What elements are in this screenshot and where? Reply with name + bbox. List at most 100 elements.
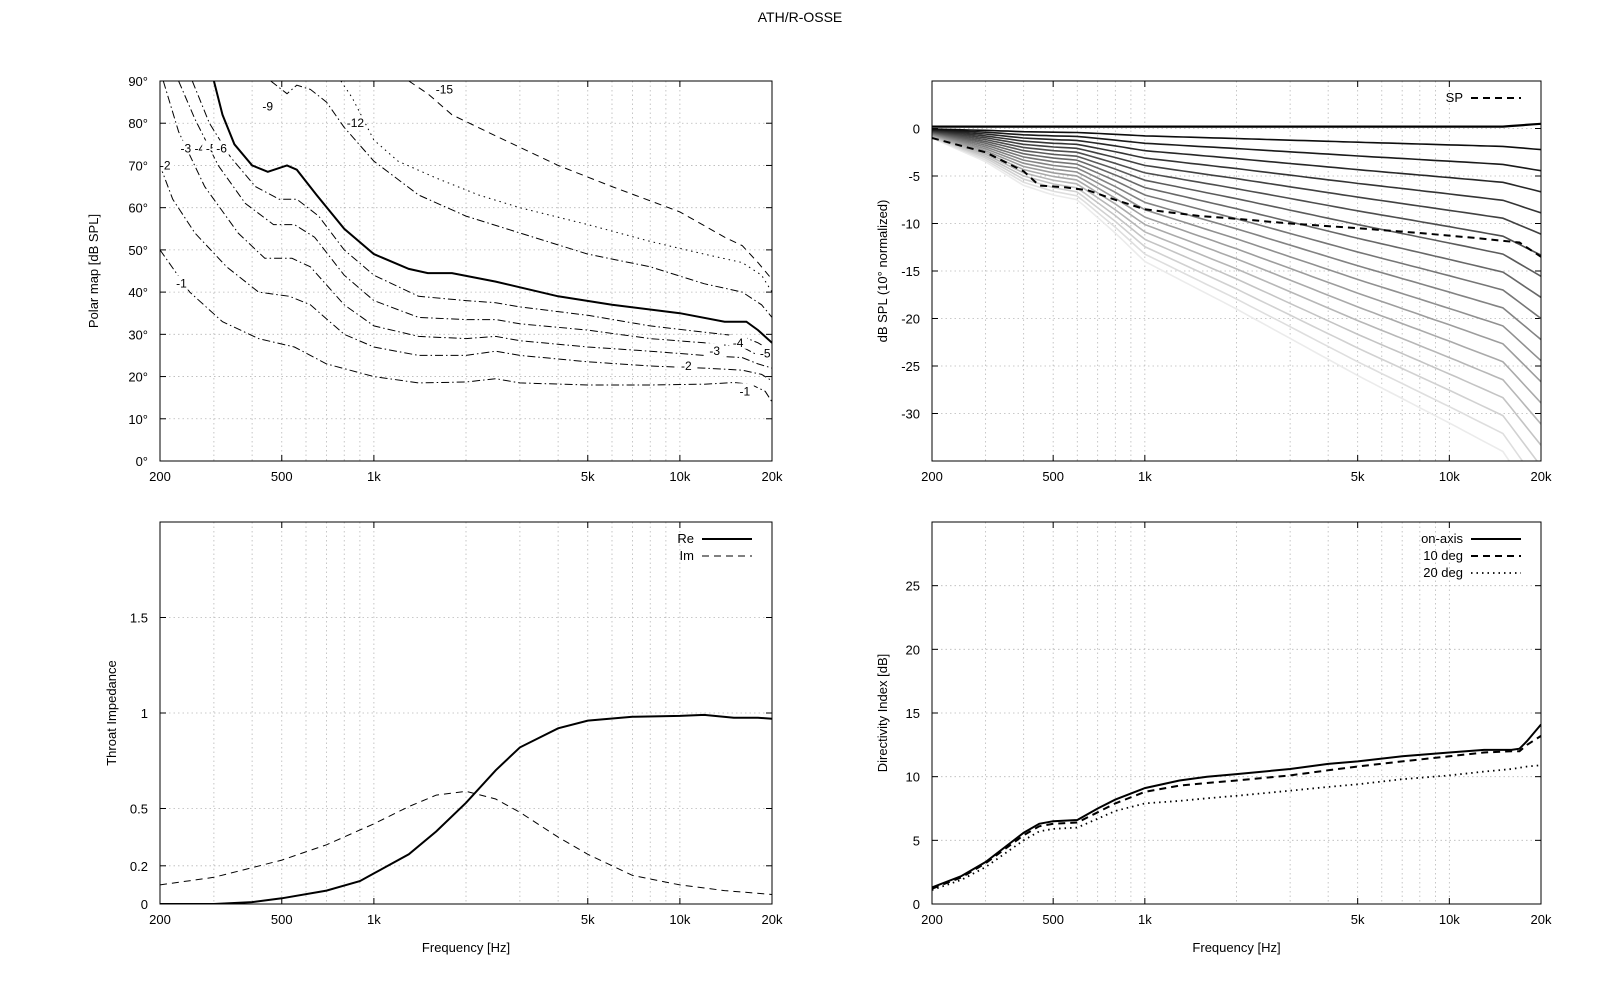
- contour-label-bg: [729, 334, 748, 349]
- x-tick-label: 200: [149, 912, 171, 927]
- legend-label: on-axis: [1421, 531, 1463, 546]
- y-tick-label: 30°: [128, 327, 148, 342]
- contour-label-bg: [705, 343, 724, 358]
- contour-label: -2: [681, 359, 692, 373]
- polar-angle-curve: [932, 131, 1541, 299]
- contour-label: -3: [181, 142, 192, 156]
- series-line: [162, 81, 772, 369]
- x-tick-label: 500: [271, 912, 293, 927]
- grid: [931, 81, 1542, 461]
- polar-angle-curve: [932, 134, 1541, 383]
- y-tick-label: 0: [913, 897, 920, 912]
- x-tick-label: 5k: [1351, 912, 1365, 927]
- y-tick-label: 70°: [128, 158, 148, 173]
- y-tick-label: 90°: [128, 74, 148, 89]
- contour-label: -12: [347, 116, 365, 130]
- contour-label-bg: [735, 383, 754, 398]
- x-tick-label: 20k: [762, 912, 783, 927]
- y-tick-label: 1.5: [130, 611, 148, 626]
- y-tick-label: -30: [901, 407, 920, 422]
- x-tick-label: 5k: [581, 469, 595, 484]
- legend-label: SP: [1446, 90, 1463, 105]
- y-axis-label: dB SPL (10° normalized): [875, 200, 890, 343]
- y-tick-label: 15: [906, 706, 920, 721]
- x-tick-label: 20k: [1531, 912, 1552, 927]
- contour-label-bg: [677, 358, 696, 372]
- polar-angle-curve: [932, 133, 1541, 362]
- grid: [159, 80, 773, 462]
- legend-label: 20 deg: [1423, 565, 1463, 580]
- contour-label: -5: [760, 346, 771, 360]
- y-tick-label: 25: [906, 579, 920, 594]
- series-line: [160, 713, 772, 904]
- y-tick-label: 5: [913, 833, 920, 848]
- polar-angle-curve: [932, 128, 1541, 151]
- y-tick-label: 0.2: [130, 859, 148, 874]
- y-tick-label: 0.5: [130, 802, 148, 817]
- contour-label: -1: [739, 384, 750, 398]
- x-tick-label: 5k: [581, 912, 595, 927]
- x-tick-label: 20k: [1531, 469, 1552, 484]
- series-line: [932, 735, 1541, 890]
- grid: [159, 522, 773, 905]
- x-tick-label: 500: [1042, 912, 1064, 927]
- polar-angle-curve: [932, 130, 1541, 235]
- x-tick-label: 5k: [1351, 469, 1365, 484]
- y-tick-label: 80°: [128, 116, 148, 131]
- x-tick-label: 200: [921, 469, 943, 484]
- polar-angle-curve: [932, 133, 1541, 341]
- series-line: [160, 249, 772, 403]
- contour-label: -5: [206, 142, 217, 156]
- y-tick-label: 10°: [128, 412, 148, 427]
- x-tick-label: 1k: [367, 469, 381, 484]
- x-axis-label: Frequency [Hz]: [422, 940, 510, 955]
- y-axis-label: Directivity Index [dB]: [875, 654, 890, 773]
- contour-label-bg: [176, 140, 195, 155]
- y-tick-label: -5: [908, 169, 920, 184]
- y-tick-label: 20: [906, 642, 920, 657]
- plot-frame: [159, 521, 773, 905]
- polar-angle-curve: [932, 128, 1541, 172]
- polar-angle-curve: [932, 129, 1541, 214]
- y-tick-label: 50°: [128, 243, 148, 258]
- polar-angle-curve: [932, 122, 1541, 128]
- y-tick-label: -20: [901, 312, 920, 327]
- contour-label: -15: [436, 82, 454, 96]
- legend-label: 10 deg: [1423, 548, 1463, 563]
- x-tick-label: 500: [271, 469, 293, 484]
- x-tick-label: 200: [921, 912, 943, 927]
- contour-label: -1: [176, 277, 187, 291]
- y-tick-label: -15: [901, 264, 920, 279]
- contour-label-bg: [172, 275, 191, 290]
- polar-angle-curve: [932, 130, 1541, 256]
- contour-label: -4: [733, 336, 744, 350]
- contour-label: -9: [262, 99, 273, 113]
- series-line: [191, 81, 772, 352]
- series-line: [408, 81, 772, 280]
- polar-angle-curve: [932, 136, 1539, 461]
- x-tick-label: 1k: [1138, 469, 1152, 484]
- x-tick-label: 1k: [367, 912, 381, 927]
- polar-angle-curve: [932, 135, 1541, 425]
- plot-frame: [159, 80, 773, 462]
- series-line: [178, 81, 772, 361]
- contour-label: -2: [160, 158, 171, 172]
- y-tick-label: 20°: [128, 370, 148, 385]
- series-line: [160, 790, 772, 895]
- contour-label-bg: [756, 345, 775, 360]
- x-axis-label: Frequency [Hz]: [1192, 940, 1280, 955]
- x-tick-label: 10k: [669, 469, 690, 484]
- x-tick-label: 10k: [669, 912, 690, 927]
- contour-label-bg: [435, 81, 454, 96]
- polar-angle-curve: [932, 137, 1511, 461]
- normalized-response-panel: 200 500 1k 5k 10k 20k 0 -5 -10 -15 -20 -25 -30 dB SPL…: [875, 80, 1552, 484]
- contour-label-bg: [156, 157, 175, 172]
- polar-map-panel: 200 500 1k 5k 10k 20k 0° 10° 20° 30° 40° 50° 60° 70° 8…: [86, 74, 783, 484]
- contour-label: -6: [216, 142, 227, 156]
- throat-impedance-panel: 200 500 1k 5k 10k 20k 0 0.2 0.5 1 1.5 Frequency [Hz…: [104, 521, 783, 955]
- contour-label-bg: [212, 140, 231, 155]
- y-tick-label: 0: [141, 897, 148, 912]
- plot-frame: [931, 521, 1542, 905]
- legend-label: Re: [677, 531, 694, 546]
